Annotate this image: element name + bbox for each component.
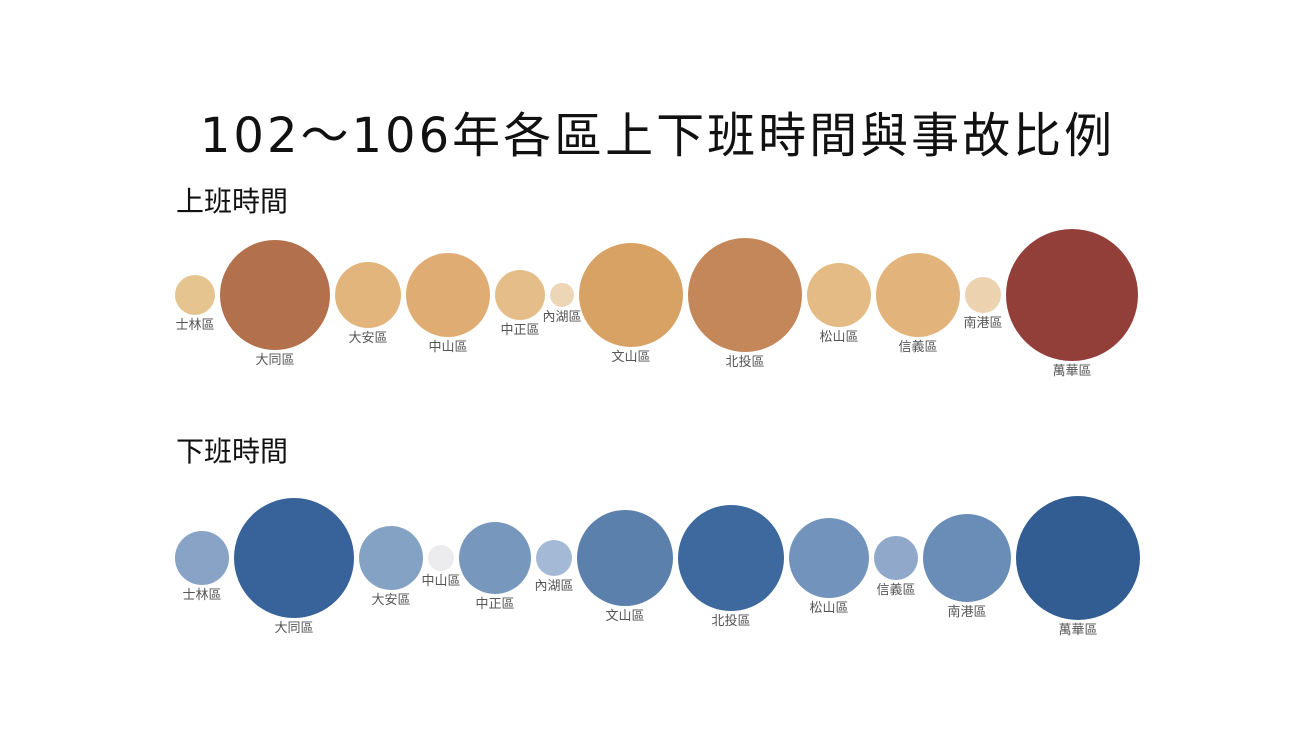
bubble-label-morning-3: 中山區 bbox=[428, 340, 467, 355]
bubble-evening-1 bbox=[234, 498, 354, 618]
bubble-label-evening-0: 士林區 bbox=[182, 588, 221, 603]
bubble-label-morning-8: 松山區 bbox=[819, 330, 858, 345]
bubble-evening-0 bbox=[175, 531, 229, 585]
bubble-label-evening-6: 文山區 bbox=[605, 609, 644, 624]
bubble-morning-1 bbox=[220, 240, 330, 350]
bubble-morning-9 bbox=[876, 253, 960, 337]
bubble-label-morning-9: 信義區 bbox=[898, 339, 937, 355]
bubble-evening-2 bbox=[359, 526, 423, 590]
bubble-evening-6 bbox=[577, 510, 673, 606]
bubble-label-evening-9: 信義區 bbox=[876, 582, 915, 598]
bubble-morning-5 bbox=[550, 283, 574, 307]
bubble-label-morning-10: 南港區 bbox=[963, 315, 1002, 331]
bubble-label-evening-2: 大安區 bbox=[371, 593, 410, 608]
bubble-label-evening-1: 大同區 bbox=[274, 621, 313, 636]
bubble-morning-4 bbox=[495, 270, 545, 320]
bubble-label-evening-11: 萬華區 bbox=[1058, 623, 1097, 638]
bubble-morning-10 bbox=[965, 277, 1001, 313]
bubble-evening-10 bbox=[923, 514, 1011, 602]
bubble-morning-6 bbox=[579, 243, 683, 347]
bubble-label-morning-1: 大同區 bbox=[255, 353, 294, 368]
chart-title: 102～106年各區上下班時間與事故比例 bbox=[199, 108, 1116, 164]
bubble-morning-3 bbox=[406, 253, 490, 337]
bubble-label-evening-8: 松山區 bbox=[809, 601, 848, 616]
bubble-label-morning-5: 內湖區 bbox=[542, 310, 581, 325]
bubble-morning-7 bbox=[688, 238, 802, 352]
bubble-label-morning-7: 北投區 bbox=[725, 354, 764, 370]
section-title-evening-commute: 下班時間 bbox=[176, 435, 289, 468]
bubble-label-morning-4: 中正區 bbox=[500, 323, 539, 338]
bubble-label-morning-11: 萬華區 bbox=[1052, 364, 1091, 379]
bubble-label-morning-2: 大安區 bbox=[348, 331, 387, 346]
bubble-morning-8 bbox=[807, 263, 871, 327]
bubble-label-evening-4: 中正區 bbox=[475, 597, 514, 612]
bubble-morning-11 bbox=[1006, 229, 1138, 361]
bubble-morning-2 bbox=[335, 262, 401, 328]
bubble-morning-0 bbox=[175, 275, 215, 315]
bubble-evening-4 bbox=[459, 522, 531, 594]
bubble-evening-7 bbox=[678, 505, 784, 611]
bubble-label-evening-7: 北投區 bbox=[711, 613, 750, 629]
bubble-label-morning-6: 文山區 bbox=[611, 350, 650, 365]
bubble-label-evening-10: 南港區 bbox=[947, 604, 986, 620]
bubble-evening-5 bbox=[536, 540, 572, 576]
bubble-label-evening-5: 內湖區 bbox=[534, 579, 573, 594]
bubble-evening-9 bbox=[874, 536, 918, 580]
bubble-label-morning-0: 士林區 bbox=[175, 318, 214, 333]
bubble-evening-11 bbox=[1016, 496, 1140, 620]
bubble-label-evening-3: 中山區 bbox=[421, 574, 460, 589]
bubble-evening-8 bbox=[789, 518, 869, 598]
bubble-evening-3 bbox=[428, 545, 454, 571]
section-title-morning-commute: 上班時間 bbox=[176, 185, 289, 218]
